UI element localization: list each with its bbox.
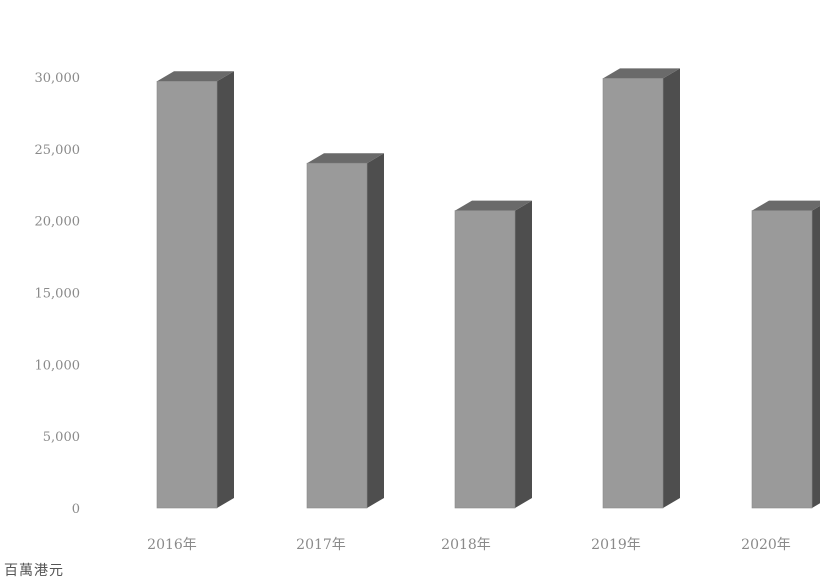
bar-front (454, 210, 516, 509)
x-tick-label: 2019年 (591, 537, 641, 553)
bars (156, 68, 820, 509)
bar-front (751, 210, 813, 509)
y-tick-label: 30,000 (35, 71, 81, 86)
bar-front (306, 162, 368, 509)
bar-side (217, 71, 234, 508)
bar-top (157, 71, 234, 82)
y-tick-label: 0 (72, 502, 80, 517)
x-tick-label: 2020年 (741, 537, 791, 553)
bar-front (602, 78, 664, 509)
y-tick-label: 25,000 (35, 143, 81, 158)
x-tick-label: 2017年 (296, 537, 346, 553)
bar (751, 200, 820, 509)
bar-front (156, 81, 218, 509)
bar-side (515, 200, 532, 509)
x-axis: 2016年 2017年 2018年 2019年 2020年 (147, 537, 791, 553)
bar (306, 153, 384, 509)
y-tick-label: 20,000 (35, 215, 81, 230)
x-tick-label: 2018年 (441, 537, 491, 553)
x-tick-label: 2016年 (147, 537, 197, 553)
y-tick-label: 10,000 (35, 358, 81, 373)
bar-side (812, 205, 820, 508)
bar (156, 71, 234, 509)
bar-top (455, 200, 532, 211)
bar-top (603, 68, 680, 79)
bar-side (663, 68, 680, 508)
y-tick-label: 5,000 (43, 430, 80, 445)
bar (454, 200, 532, 509)
unit-label: 百萬港元 (4, 563, 64, 579)
bar-top (307, 153, 384, 164)
bar-side (367, 153, 384, 508)
y-axis: 0 5,000 10,000 15,000 20,000 25,000 30,000 (35, 71, 81, 517)
bar-top (752, 200, 820, 211)
y-tick-label: 15,000 (35, 287, 81, 302)
bar (602, 68, 680, 509)
